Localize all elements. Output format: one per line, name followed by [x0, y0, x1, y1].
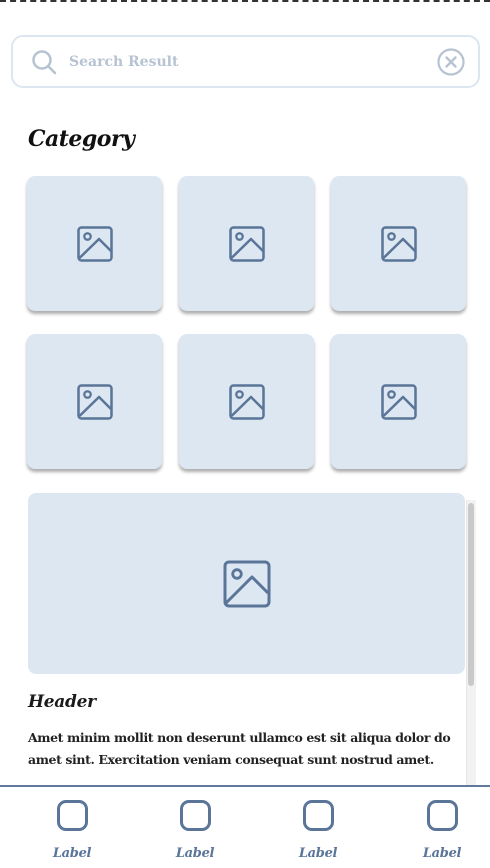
- image-icon: [76, 225, 113, 262]
- category-tile-4[interactable]: [27, 334, 162, 469]
- category-tile-2[interactable]: [179, 176, 314, 311]
- nav-item-1[interactable]: Label: [32, 787, 112, 868]
- category-tile-5[interactable]: [179, 334, 314, 469]
- image-icon: [228, 383, 265, 420]
- image-icon: [223, 560, 270, 607]
- category-tile-3[interactable]: [331, 176, 466, 311]
- image-icon: [380, 225, 417, 262]
- rounded-square-icon: [180, 800, 211, 831]
- search-icon: [32, 50, 57, 75]
- scrollbar-thumb[interactable]: [468, 503, 474, 686]
- nav-label: Label: [298, 846, 338, 861]
- clear-search-icon[interactable]: [436, 47, 466, 77]
- search-input[interactable]: [69, 49, 429, 75]
- nav-label: Label: [175, 846, 215, 861]
- card-image[interactable]: [28, 493, 465, 674]
- rounded-square-icon: [303, 800, 334, 831]
- image-icon: [76, 383, 113, 420]
- nav-item-3[interactable]: Label: [278, 787, 358, 868]
- nav-item-2[interactable]: Label: [155, 787, 235, 868]
- card-body-text: Amet minim mollit non deserunt ullamco e…: [28, 730, 451, 767]
- rounded-square-icon: [57, 800, 88, 831]
- image-icon: [228, 225, 265, 262]
- category-title: Category: [28, 126, 135, 152]
- nav-label: Label: [422, 846, 462, 861]
- card-header: Header: [28, 692, 96, 712]
- search-bar: [11, 35, 480, 88]
- nav-item-4[interactable]: Label: [402, 787, 482, 868]
- category-tile-6[interactable]: [331, 334, 466, 469]
- nav-label: Label: [52, 846, 92, 861]
- top-dashed-border: [0, 0, 490, 2]
- rounded-square-icon: [427, 800, 458, 831]
- category-tile-1[interactable]: [27, 176, 162, 311]
- image-icon: [380, 383, 417, 420]
- bottom-navigation: Label Label Label Label: [0, 785, 490, 868]
